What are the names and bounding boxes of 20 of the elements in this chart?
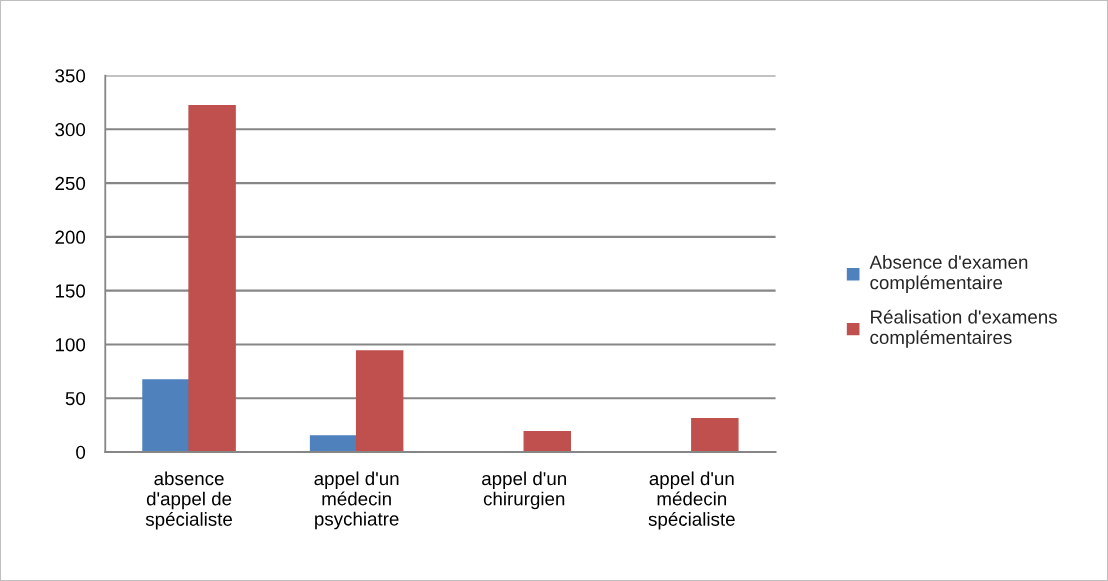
bar (691, 417, 739, 453)
bar (355, 350, 404, 453)
y-tick-label: 100 (55, 338, 86, 352)
legend-label: Réalisation d'examens complémentaires (870, 309, 1057, 348)
y-tick-label: 150 (55, 284, 86, 298)
x-tick-label: absence d'appel de spécialiste (145, 471, 232, 530)
x-tick-label: appel d'un médecin psychiatre (314, 471, 399, 530)
y-tick-label: 300 (55, 123, 86, 137)
y-tick-label: 0 (76, 445, 86, 459)
y-tick-label: 200 (55, 230, 86, 244)
legend-label: Absence d'examen complémentaire (869, 255, 1028, 293)
x-tick-label: appel d'un médecin spécialiste (648, 471, 735, 530)
bar (142, 379, 190, 453)
x-tick-label: appel d'un chirurgien (482, 471, 566, 510)
y-tick-label: 50 (65, 391, 86, 406)
y-tick-label: 250 (55, 176, 86, 191)
bar (523, 430, 572, 453)
y-tick-label: 350 (55, 69, 86, 83)
bar (309, 435, 358, 453)
bar (188, 104, 236, 453)
